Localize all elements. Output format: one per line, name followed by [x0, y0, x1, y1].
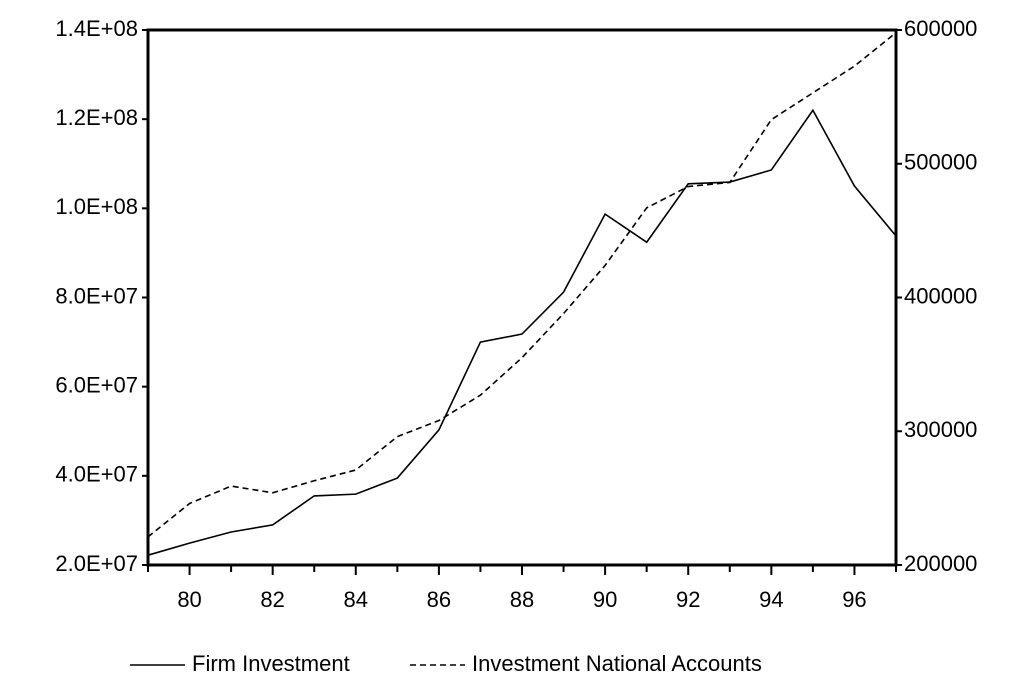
- x-tick-label: 94: [759, 587, 783, 612]
- plot-frame: [146, 28, 898, 567]
- y-tick-label: 2.0E+07: [55, 551, 138, 576]
- legend-label: Investment National Accounts: [472, 651, 762, 676]
- y-tick-label: 1.2E+08: [55, 105, 138, 130]
- x-tick-label: 92: [676, 587, 700, 612]
- series-line: [147, 32, 897, 538]
- x-tick-label: 96: [842, 587, 866, 612]
- legend-label: Firm Investment: [192, 651, 350, 676]
- y-tick-label: 8.0E+07: [55, 283, 138, 308]
- y2-tick-label: 500000: [904, 150, 977, 175]
- y2-tick-label: 600000: [904, 16, 977, 41]
- x-tick-label: 80: [177, 587, 201, 612]
- y2-tick-label: 400000: [904, 283, 977, 308]
- x-tick-label: 90: [593, 587, 617, 612]
- y-tick-label: 6.0E+07: [55, 372, 138, 397]
- x-tick-label: 86: [427, 587, 451, 612]
- y-tick-label: 1.4E+08: [55, 16, 138, 41]
- x-tick-label: 84: [344, 587, 368, 612]
- y2-tick-label: 200000: [904, 551, 977, 576]
- y-tick-label: 1.0E+08: [55, 194, 138, 219]
- series-line: [147, 108, 897, 556]
- y-tick-label: 4.0E+07: [55, 462, 138, 487]
- y2-tick-label: 300000: [904, 417, 977, 442]
- x-tick-label: 88: [510, 587, 534, 612]
- x-tick-label: 82: [260, 587, 284, 612]
